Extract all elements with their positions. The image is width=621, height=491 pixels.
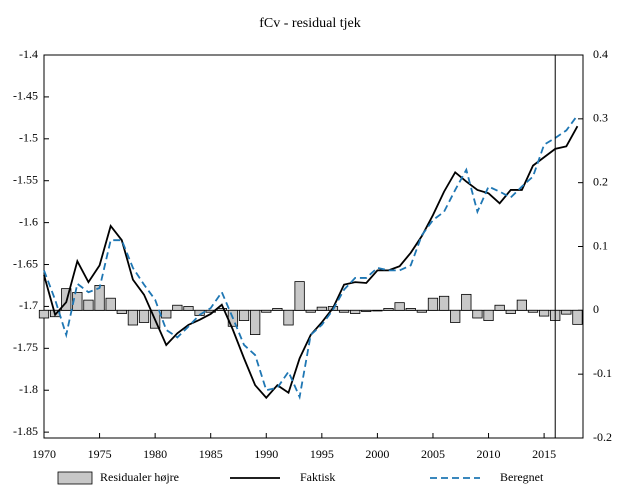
- bar: [305, 309, 316, 313]
- bar: [105, 297, 116, 311]
- bar: [494, 304, 505, 311]
- x-tick-label: 2005: [421, 447, 445, 461]
- x-tick-label: 1980: [143, 447, 167, 461]
- y2-tick-label: -0.2: [593, 430, 612, 444]
- bar: [516, 299, 527, 311]
- x-tick-label: 1995: [310, 447, 334, 461]
- bar: [450, 309, 461, 323]
- bar: [272, 308, 283, 311]
- legend-swatch: [57, 471, 93, 485]
- bar: [472, 309, 483, 319]
- bar: [172, 304, 183, 311]
- bar: [283, 309, 294, 326]
- bar: [127, 309, 139, 326]
- y-tick-label: -1.55: [13, 172, 38, 186]
- bar: [505, 309, 516, 314]
- bar: [394, 302, 405, 311]
- x-tick-label: 1990: [254, 447, 278, 461]
- bar: [261, 309, 272, 313]
- line: [43, 125, 579, 400]
- y-tick-label: -1.5: [19, 131, 38, 145]
- bar: [405, 308, 416, 311]
- y2-tick-label: 0.2: [593, 174, 608, 188]
- bar: [250, 309, 261, 335]
- bar: [294, 281, 305, 311]
- bar: [461, 293, 472, 311]
- y-tick-label: -1.6: [19, 214, 38, 228]
- bar: [361, 309, 372, 313]
- x-tick-label: 2010: [477, 447, 501, 461]
- legend-label: Residualer højre: [100, 470, 179, 484]
- bar: [416, 309, 427, 313]
- legend-label: Beregnet: [500, 470, 544, 484]
- bar: [205, 309, 216, 313]
- bar: [94, 285, 105, 311]
- legend-label: Faktisk: [300, 470, 335, 484]
- y-tick-label: -1.65: [13, 256, 38, 270]
- bar: [183, 306, 194, 311]
- y-tick-label: -1.75: [13, 340, 38, 354]
- bar: [438, 295, 450, 311]
- bar: [338, 309, 350, 313]
- bar: [572, 309, 583, 325]
- y2-tick-label: -0.1: [593, 366, 612, 380]
- bar: [316, 306, 327, 311]
- bar: [561, 309, 572, 315]
- bar: [538, 309, 550, 317]
- bar: [38, 309, 50, 319]
- bar: [483, 309, 494, 321]
- bar: [427, 297, 439, 311]
- bar: [527, 309, 539, 313]
- y-tick-label: -1.4: [19, 47, 38, 61]
- y-tick-label: -1.85: [13, 424, 38, 438]
- y2-tick-label: 0.4: [593, 47, 608, 61]
- chart-title: fCv - residual tjek: [259, 16, 360, 31]
- bar: [138, 309, 150, 323]
- y2-tick-label: 0: [593, 302, 599, 316]
- y-tick-label: -1.8: [19, 382, 38, 396]
- bar: [350, 309, 361, 314]
- x-tick-label: 2015: [532, 447, 556, 461]
- bar: [372, 309, 383, 312]
- y-tick-label: -1.7: [19, 298, 38, 312]
- x-tick-label: 1970: [32, 447, 56, 461]
- y-tick-label: -1.45: [13, 89, 38, 103]
- x-tick-label: 1975: [88, 447, 112, 461]
- x-tick-label: 1985: [199, 447, 223, 461]
- line: [43, 114, 579, 400]
- bar: [383, 308, 394, 311]
- y2-tick-label: 0.3: [593, 111, 608, 125]
- bar: [83, 299, 94, 311]
- y2-tick-label: 0.1: [593, 238, 608, 252]
- bar: [238, 309, 250, 321]
- bar: [161, 309, 172, 319]
- x-tick-label: 2000: [365, 447, 389, 461]
- bar: [116, 309, 127, 314]
